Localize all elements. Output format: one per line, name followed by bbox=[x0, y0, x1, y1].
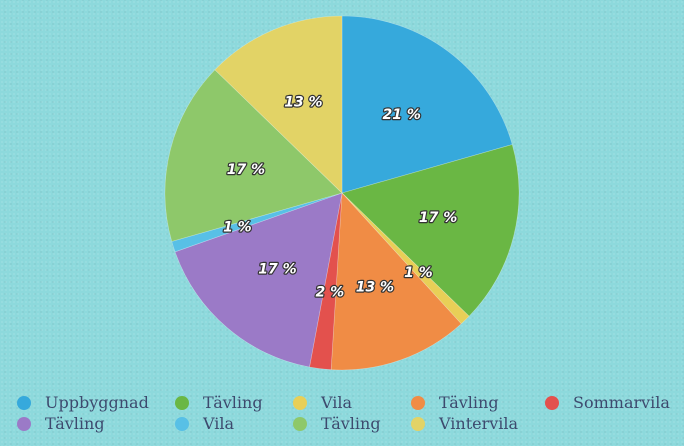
legend-swatch-2 bbox=[175, 396, 189, 410]
legend-label-3: Vila bbox=[320, 393, 353, 412]
legend-label-6: Tävling bbox=[45, 414, 105, 433]
pie-slice-7 bbox=[171, 192, 343, 253]
pie-slices bbox=[164, 15, 520, 371]
legend-label-5: Sommarvila bbox=[573, 393, 670, 412]
slice-label-6: 17 % bbox=[258, 261, 296, 277]
slice-label-5: 2 % bbox=[315, 284, 344, 300]
pie-slice-8 bbox=[164, 69, 343, 242]
slice-label-8: 17 % bbox=[227, 162, 265, 178]
slice-label-4: 13 % bbox=[356, 280, 394, 296]
legend-swatch-6 bbox=[17, 417, 31, 431]
legend-label-4: Tävling bbox=[439, 393, 499, 412]
pie-slice-3 bbox=[341, 192, 470, 325]
legend-swatch-1 bbox=[17, 396, 31, 410]
slice-label-1: 21 % bbox=[383, 107, 421, 123]
legend-swatch-3 bbox=[293, 396, 307, 410]
legend-label-9: Vintervila bbox=[438, 414, 519, 433]
pie-slice-1 bbox=[341, 15, 513, 194]
pie-labels: 21 % 17 % 1 % 13 % 2 % 17 % 1 % 17 % 13 % bbox=[222, 93, 459, 301]
pie-slice-4 bbox=[330, 192, 462, 371]
pie-slice-5 bbox=[309, 192, 343, 370]
slice-label-7: 1 % bbox=[223, 219, 252, 235]
slice-label-9: 13 % bbox=[284, 95, 322, 111]
legend-label-7: Vila bbox=[202, 414, 235, 433]
legend: Uppbyggnad Tävling Vila Tävling Sommarvila Tä… bbox=[17, 393, 670, 433]
legend-label-2: Tävling bbox=[203, 393, 263, 412]
pie-slice-2 bbox=[341, 144, 520, 317]
legend-swatch-7 bbox=[175, 417, 189, 431]
slice-label-3: 1 % bbox=[404, 265, 433, 281]
legend-swatch-4 bbox=[411, 396, 425, 410]
legend-swatch-5 bbox=[545, 396, 559, 410]
legend-swatch-8 bbox=[293, 417, 307, 431]
pie-slice-9 bbox=[214, 15, 343, 194]
legend-label-8: Tävling bbox=[321, 414, 381, 433]
legend-label-1: Uppbyggnad bbox=[45, 393, 149, 412]
slice-label-2: 17 % bbox=[419, 210, 457, 226]
pie-slice-6 bbox=[174, 192, 343, 368]
legend-swatch-9 bbox=[411, 417, 425, 431]
